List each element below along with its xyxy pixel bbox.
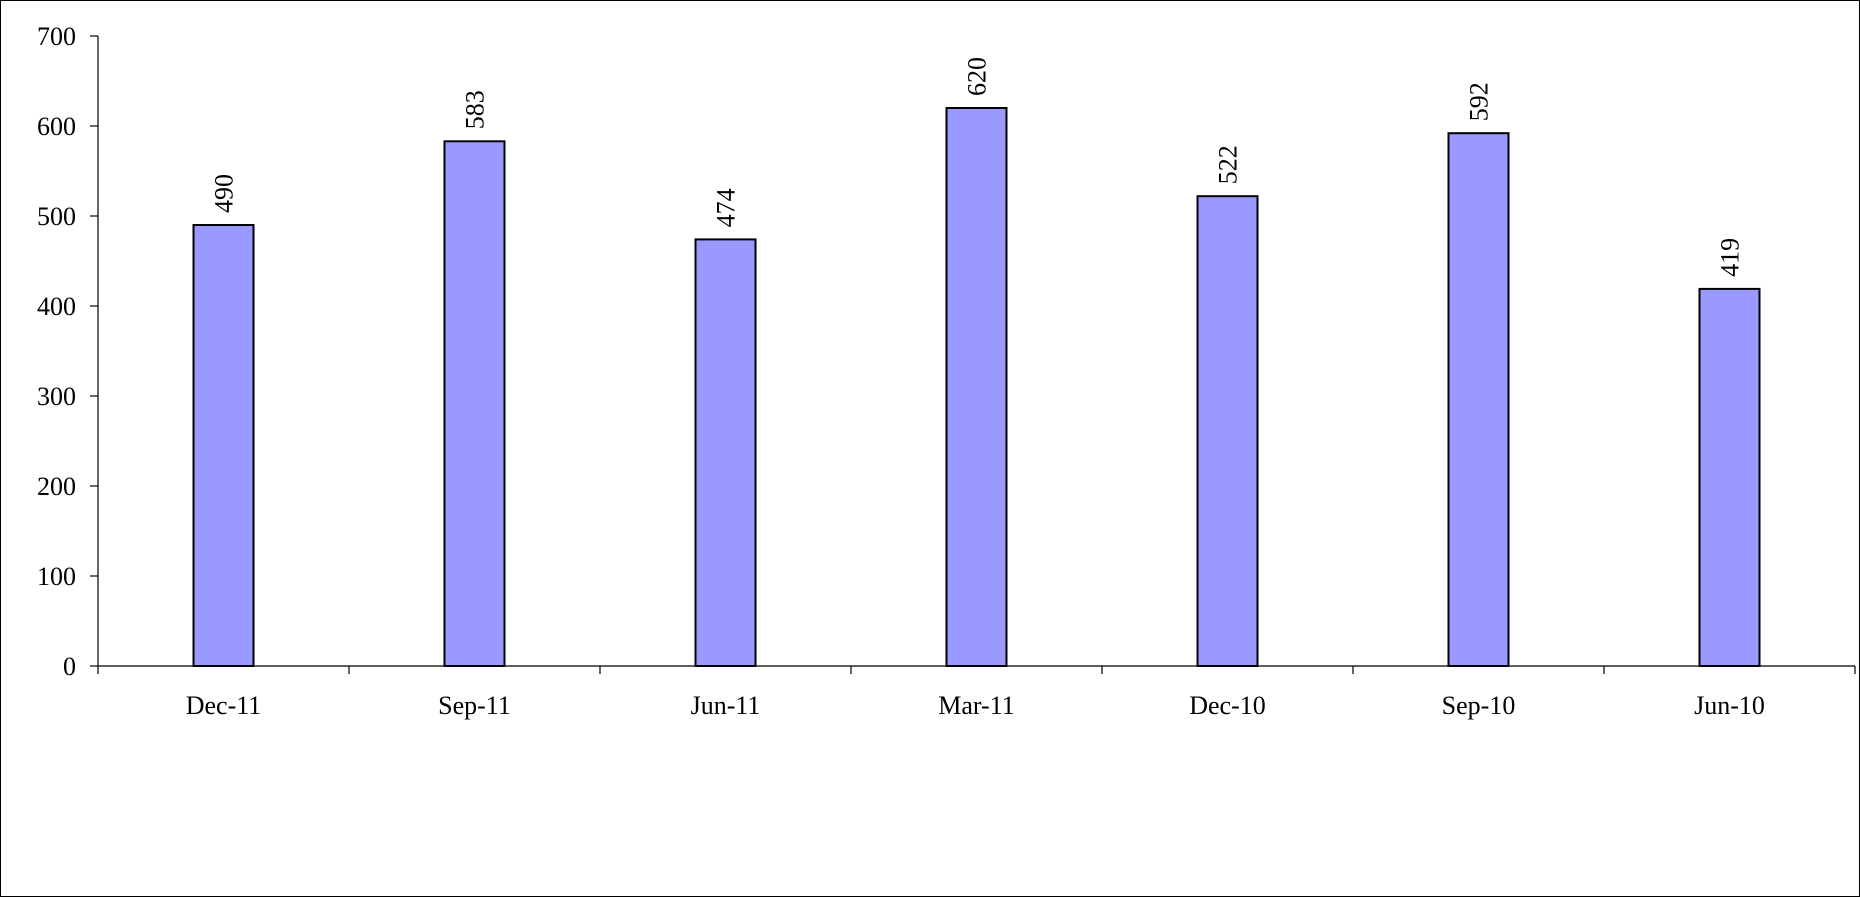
x-category-label: Sep-11 (438, 691, 511, 720)
bar-value-label: 620 (963, 57, 992, 96)
bars (192, 107, 1761, 668)
x-category-label: Mar-11 (938, 691, 1015, 720)
bar-value-label: 490 (210, 174, 239, 213)
bar-jun-11 (694, 238, 757, 667)
bar-jun-10 (1698, 287, 1761, 667)
y-tick-label: 400 (37, 292, 76, 321)
bar-value-label: 592 (1465, 82, 1494, 121)
x-category-label: Dec-10 (1189, 691, 1266, 720)
y-axis: 0 100 200 300 400 500 600 700 (37, 22, 99, 681)
bar-value-label: 419 (1716, 238, 1745, 277)
bar-value-label: 583 (461, 90, 490, 129)
bar-dec-10 (1196, 195, 1259, 667)
x-category-label: Jun-10 (1694, 691, 1765, 720)
x-category-label: Dec-11 (186, 691, 262, 720)
bar-value-label: 474 (712, 188, 741, 227)
y-tick-label: 600 (37, 112, 76, 141)
x-category-label: Sep-10 (1442, 691, 1516, 720)
y-tick-label: 500 (37, 202, 76, 231)
bar-sep-11 (443, 140, 506, 668)
y-tick-label: 300 (37, 382, 76, 411)
y-tick-label: 100 (37, 562, 76, 591)
y-tick-label: 0 (63, 652, 76, 681)
x-axis: Dec-11 Sep-11 Jun-11 Mar-11 Dec-10 Sep-10 Jun-… (97, 665, 1856, 720)
y-tick-label: 700 (37, 22, 76, 51)
data-labels: 490 583 474 620 522 592 419 (210, 57, 1745, 277)
bar-sep-10 (1447, 132, 1510, 667)
y-tick-label: 200 (37, 472, 76, 501)
bar-dec-11 (192, 224, 255, 667)
bar-value-label: 522 (1214, 145, 1243, 184)
bar-mar-11 (945, 107, 1008, 667)
x-category-label: Jun-11 (691, 691, 761, 720)
